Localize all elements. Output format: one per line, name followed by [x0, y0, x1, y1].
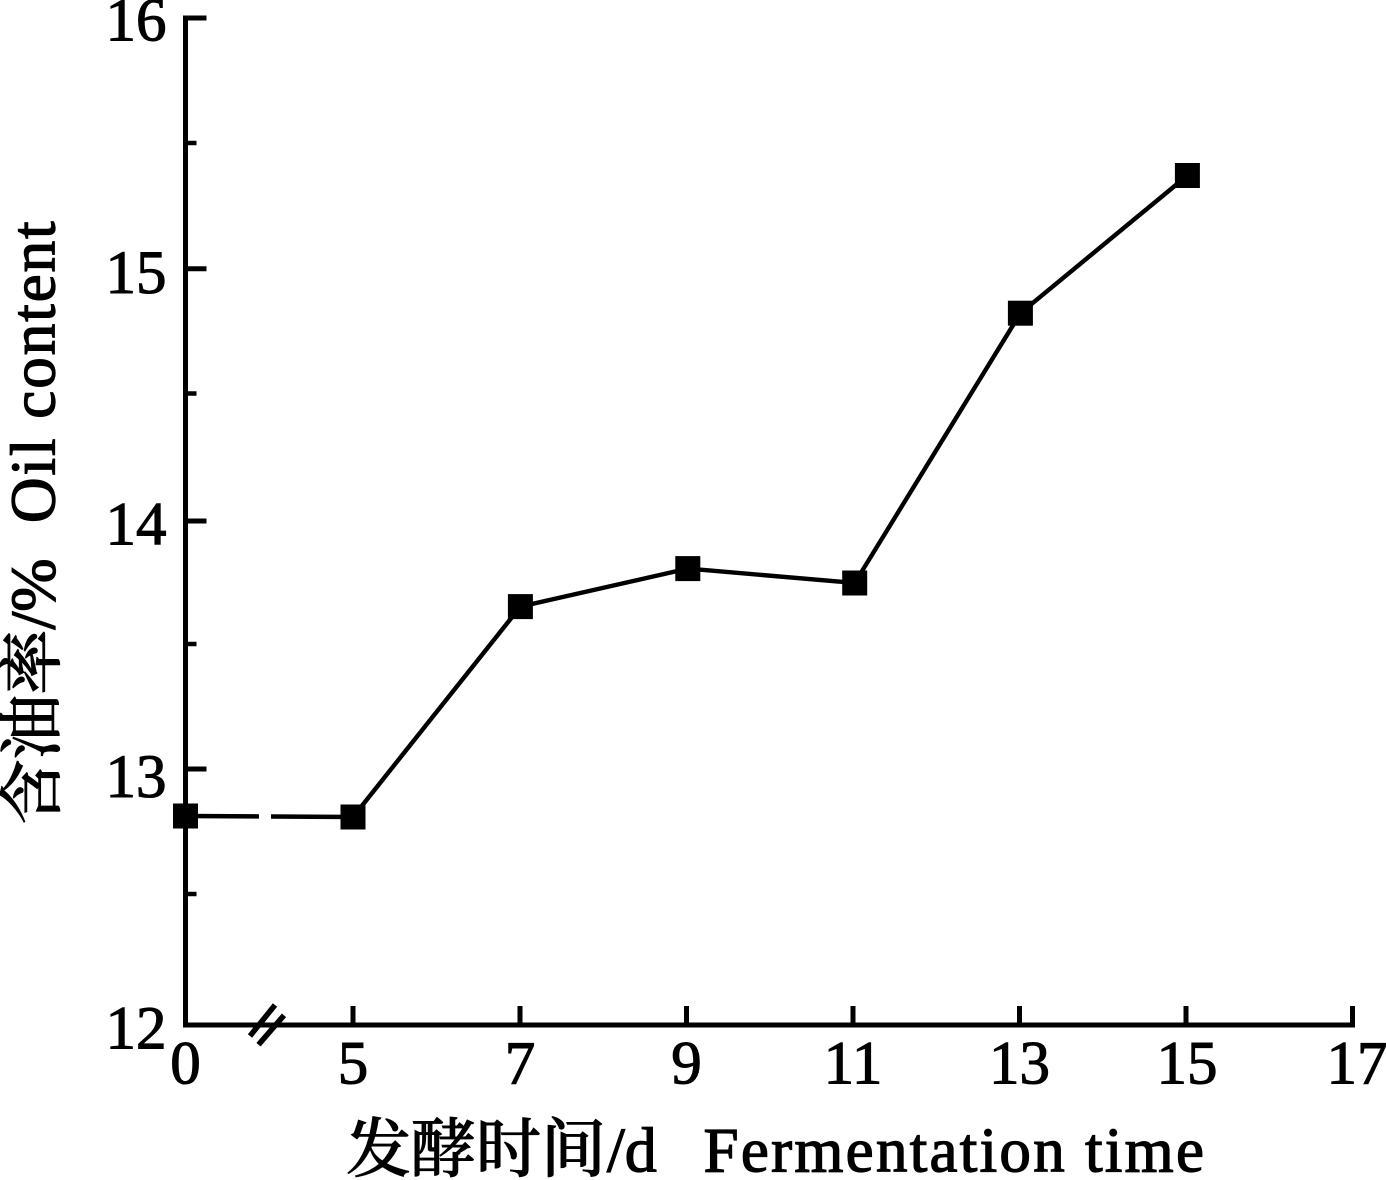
- svg-text:16: 16: [106, 0, 167, 54]
- svg-text:12: 12: [106, 995, 167, 1062]
- svg-text:7: 7: [505, 1031, 536, 1098]
- svg-text:13: 13: [106, 744, 167, 811]
- svg-text:5: 5: [338, 1031, 369, 1098]
- svg-text:/%: /%: [0, 558, 69, 629]
- svg-text:15: 15: [106, 240, 167, 307]
- svg-text:14: 14: [106, 492, 167, 559]
- svg-text:/d: /d: [607, 1115, 657, 1180]
- svg-text:13: 13: [989, 1031, 1050, 1098]
- svg-text:11: 11: [824, 1031, 883, 1098]
- svg-text:Oil content: Oil content: [0, 219, 69, 523]
- svg-text:9: 9: [671, 1031, 702, 1098]
- svg-text:15: 15: [1157, 1031, 1218, 1098]
- svg-text:17: 17: [1327, 1031, 1386, 1098]
- svg-text:0: 0: [170, 1031, 201, 1098]
- svg-text:Fermentation time: Fermentation time: [704, 1116, 1207, 1180]
